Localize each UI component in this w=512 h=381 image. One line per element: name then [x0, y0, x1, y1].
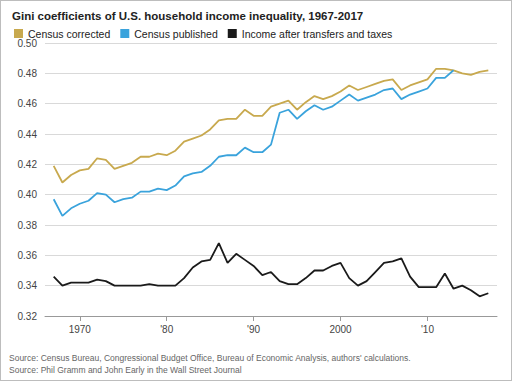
svg-text:0.48: 0.48 — [18, 68, 38, 79]
svg-text:0.38: 0.38 — [18, 220, 38, 231]
svg-text:0.32: 0.32 — [18, 311, 38, 322]
svg-text:0.36: 0.36 — [18, 250, 38, 261]
svg-text:'10: '10 — [421, 324, 434, 335]
svg-text:Gini coefficients of U.S. hous: Gini coefficients of U.S. household inco… — [12, 10, 363, 22]
svg-text:Source: Census Bureau, Congres: Source: Census Bureau, Congressional Bud… — [9, 353, 411, 363]
svg-text:0.40: 0.40 — [18, 189, 38, 200]
svg-text:0.50: 0.50 — [17, 37, 37, 49]
svg-text:0.44: 0.44 — [18, 129, 38, 140]
svg-text:Census published: Census published — [134, 28, 218, 40]
svg-text:0.42: 0.42 — [18, 159, 38, 170]
svg-text:'80: '80 — [160, 324, 173, 335]
svg-text:1970: 1970 — [69, 324, 92, 335]
svg-text:Census corrected: Census corrected — [28, 28, 110, 40]
svg-text:Income after transfers and tax: Income after transfers and taxes — [242, 28, 393, 40]
svg-text:2000: 2000 — [329, 324, 352, 335]
svg-text:'90: '90 — [247, 324, 260, 335]
svg-text:0.34: 0.34 — [18, 280, 38, 291]
svg-text:0.46: 0.46 — [18, 98, 38, 109]
svg-text:Source: Phil Gramm and John Ea: Source: Phil Gramm and John Early in the… — [9, 365, 242, 375]
